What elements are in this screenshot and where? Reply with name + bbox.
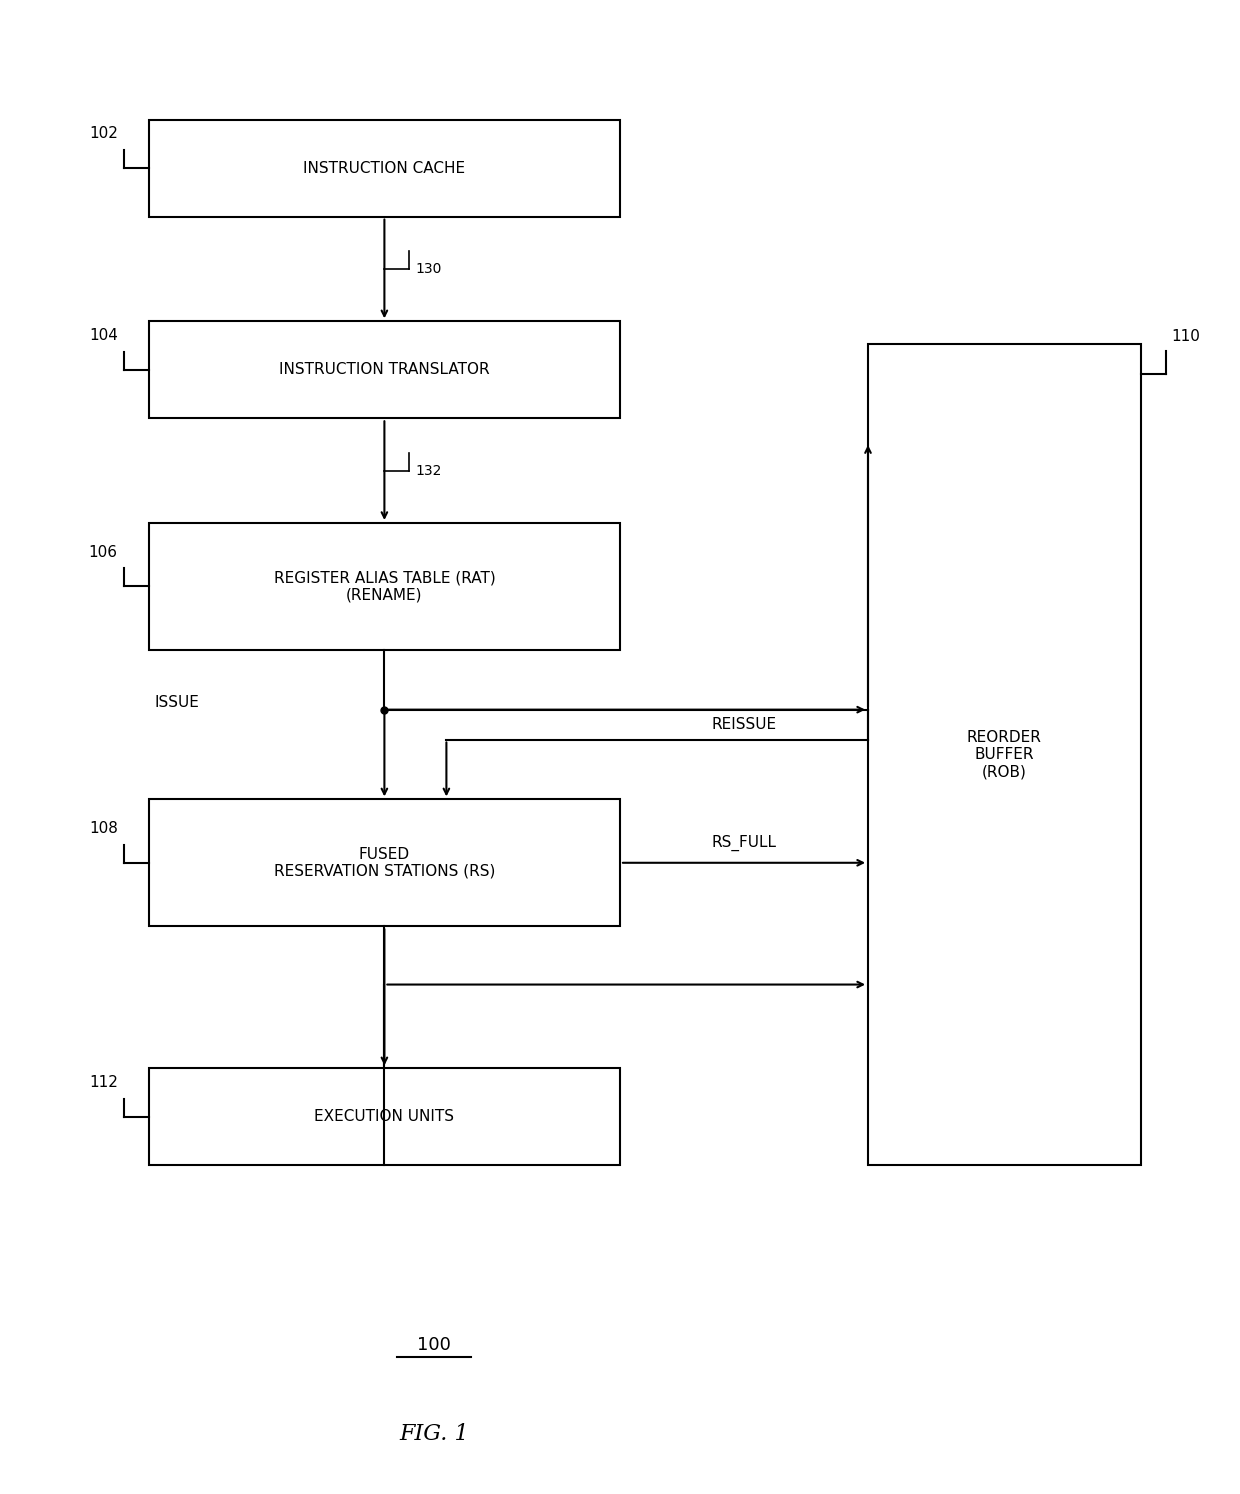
Text: RS_FULL: RS_FULL (712, 835, 776, 852)
Text: 112: 112 (89, 1074, 118, 1091)
Text: ISSUE: ISSUE (155, 695, 200, 710)
FancyBboxPatch shape (149, 1068, 620, 1165)
Text: 102: 102 (89, 125, 118, 142)
Text: 132: 132 (415, 463, 441, 478)
FancyBboxPatch shape (868, 344, 1141, 1165)
Text: REORDER
BUFFER
(ROB): REORDER BUFFER (ROB) (967, 729, 1042, 780)
Text: 108: 108 (89, 820, 118, 837)
Text: REGISTER ALIAS TABLE (RAT)
(RENAME): REGISTER ALIAS TABLE (RAT) (RENAME) (274, 571, 495, 602)
Text: EXECUTION UNITS: EXECUTION UNITS (315, 1109, 454, 1125)
Text: INSTRUCTION TRANSLATOR: INSTRUCTION TRANSLATOR (279, 362, 490, 378)
Text: REISSUE: REISSUE (712, 717, 776, 732)
Text: INSTRUCTION CACHE: INSTRUCTION CACHE (304, 160, 465, 176)
Text: 100: 100 (417, 1336, 451, 1354)
Text: 130: 130 (415, 261, 441, 276)
FancyBboxPatch shape (149, 523, 620, 650)
FancyBboxPatch shape (149, 321, 620, 418)
Text: FIG. 1: FIG. 1 (399, 1424, 469, 1445)
Text: 106: 106 (89, 544, 118, 560)
FancyBboxPatch shape (149, 799, 620, 926)
Text: 104: 104 (89, 327, 118, 344)
FancyBboxPatch shape (149, 120, 620, 217)
Text: 110: 110 (1172, 329, 1200, 344)
Text: FUSED
RESERVATION STATIONS (RS): FUSED RESERVATION STATIONS (RS) (274, 847, 495, 878)
